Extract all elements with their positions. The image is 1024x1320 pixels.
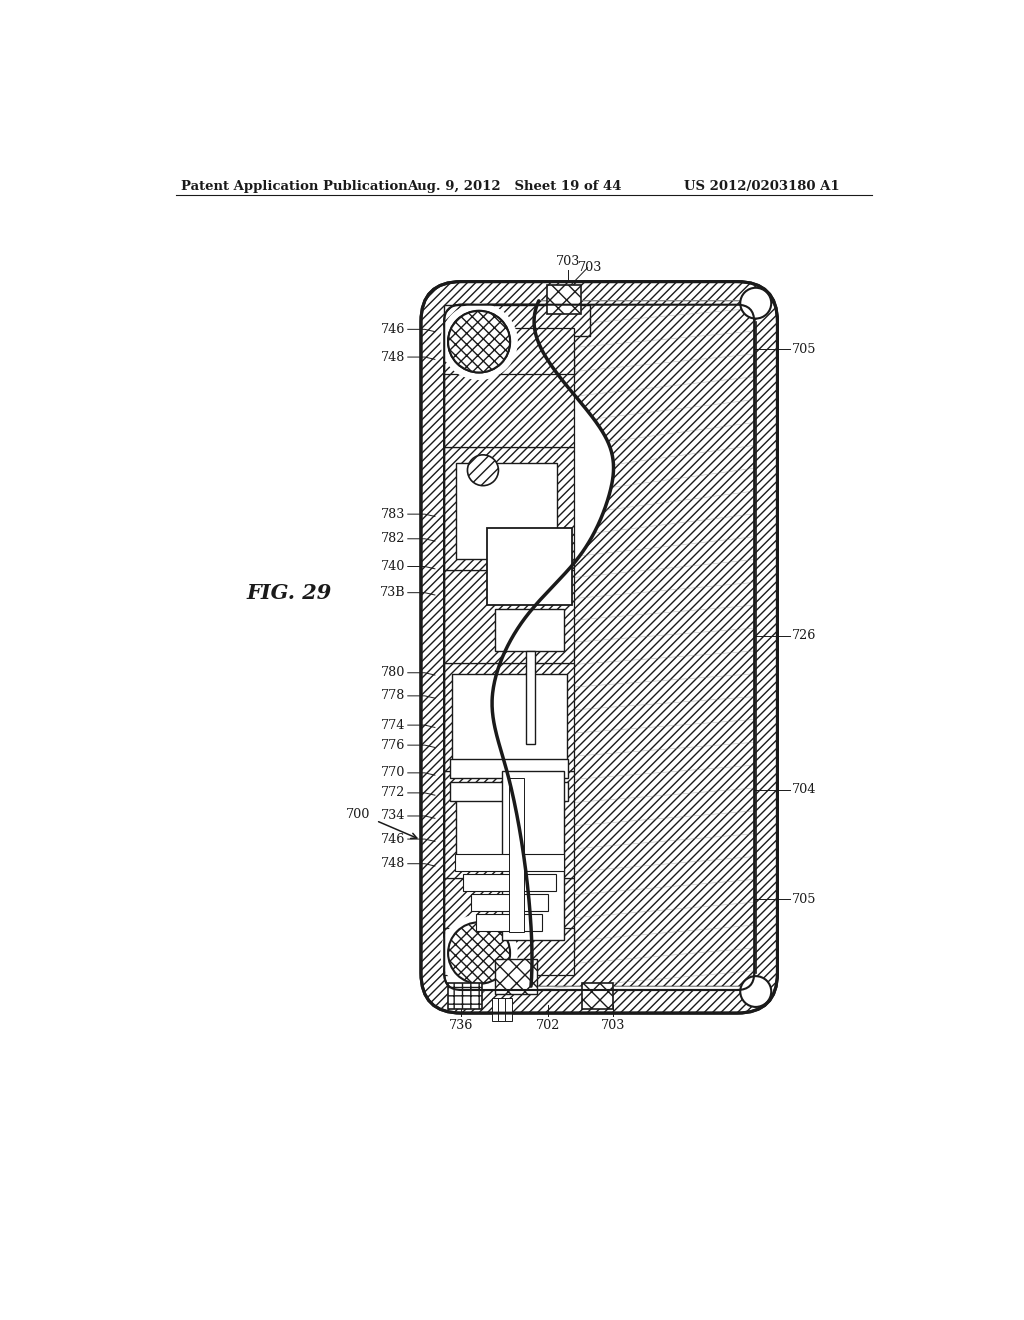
Text: 705: 705 xyxy=(792,343,816,356)
Circle shape xyxy=(740,977,771,1007)
Bar xyxy=(451,781,568,801)
Text: 776: 776 xyxy=(381,739,406,751)
Circle shape xyxy=(449,312,510,372)
Text: 748: 748 xyxy=(381,857,406,870)
Bar xyxy=(495,960,538,994)
Bar xyxy=(451,759,568,779)
Bar xyxy=(476,913,542,931)
Text: 703: 703 xyxy=(556,255,581,268)
Text: 770: 770 xyxy=(381,767,406,779)
Bar xyxy=(525,651,535,743)
Bar xyxy=(456,789,557,863)
Circle shape xyxy=(467,455,499,486)
Bar xyxy=(452,675,566,763)
Text: 746: 746 xyxy=(381,833,406,846)
Text: 778: 778 xyxy=(381,689,406,702)
Text: 783: 783 xyxy=(381,508,406,520)
Circle shape xyxy=(740,288,771,318)
Text: 774: 774 xyxy=(381,718,406,731)
Bar xyxy=(463,874,556,891)
Text: 766: 766 xyxy=(547,777,570,791)
Bar xyxy=(444,570,574,663)
Text: 704: 704 xyxy=(792,783,816,796)
FancyBboxPatch shape xyxy=(444,305,755,990)
Text: 744: 744 xyxy=(566,669,590,682)
Circle shape xyxy=(440,915,518,991)
Text: FIG. 29: FIG. 29 xyxy=(247,583,332,603)
Text: 748: 748 xyxy=(381,351,406,363)
Text: Aug. 9, 2012   Sheet 19 of 44: Aug. 9, 2012 Sheet 19 of 44 xyxy=(407,180,622,193)
Bar xyxy=(471,894,548,911)
Bar xyxy=(444,347,574,948)
Bar xyxy=(503,771,564,940)
Text: 736: 736 xyxy=(450,1019,473,1032)
Text: 707: 707 xyxy=(575,391,600,404)
Text: 726: 726 xyxy=(792,630,816,643)
FancyBboxPatch shape xyxy=(421,281,777,1014)
Bar xyxy=(493,998,500,1020)
Polygon shape xyxy=(493,301,755,986)
Text: US 2012/0203180 A1: US 2012/0203180 A1 xyxy=(684,180,840,193)
Bar xyxy=(444,663,574,771)
Text: 703: 703 xyxy=(578,261,602,275)
Bar xyxy=(444,305,590,335)
Circle shape xyxy=(449,312,510,372)
Bar xyxy=(449,983,482,1010)
Bar xyxy=(444,327,574,374)
Bar xyxy=(505,998,512,1020)
Text: 703: 703 xyxy=(601,1019,626,1032)
Bar xyxy=(509,779,524,932)
Text: 772: 772 xyxy=(381,787,406,800)
Text: 700: 700 xyxy=(345,808,370,821)
Text: 762: 762 xyxy=(548,822,572,834)
Text: 782: 782 xyxy=(381,532,406,545)
Bar xyxy=(444,447,574,570)
Circle shape xyxy=(440,304,518,380)
Polygon shape xyxy=(493,301,755,986)
Bar xyxy=(444,355,574,447)
Text: 702: 702 xyxy=(536,1019,560,1032)
Text: Patent Application Publication: Patent Application Publication xyxy=(180,180,408,193)
Bar xyxy=(486,528,572,605)
Circle shape xyxy=(449,923,510,983)
Text: 746: 746 xyxy=(381,323,406,335)
Text: 780: 780 xyxy=(381,667,406,680)
Bar xyxy=(499,998,506,1020)
Text: 734: 734 xyxy=(381,809,406,822)
Bar xyxy=(455,854,563,871)
Bar xyxy=(495,609,564,651)
Bar xyxy=(444,928,574,974)
Bar xyxy=(547,285,581,314)
Bar xyxy=(444,878,574,948)
Text: 73B: 73B xyxy=(380,586,406,599)
Bar xyxy=(583,983,613,1010)
Text: 705: 705 xyxy=(792,892,816,906)
Text: 728: 728 xyxy=(566,700,590,713)
Bar xyxy=(444,771,574,878)
Text: 740: 740 xyxy=(381,560,406,573)
Bar xyxy=(456,462,557,558)
